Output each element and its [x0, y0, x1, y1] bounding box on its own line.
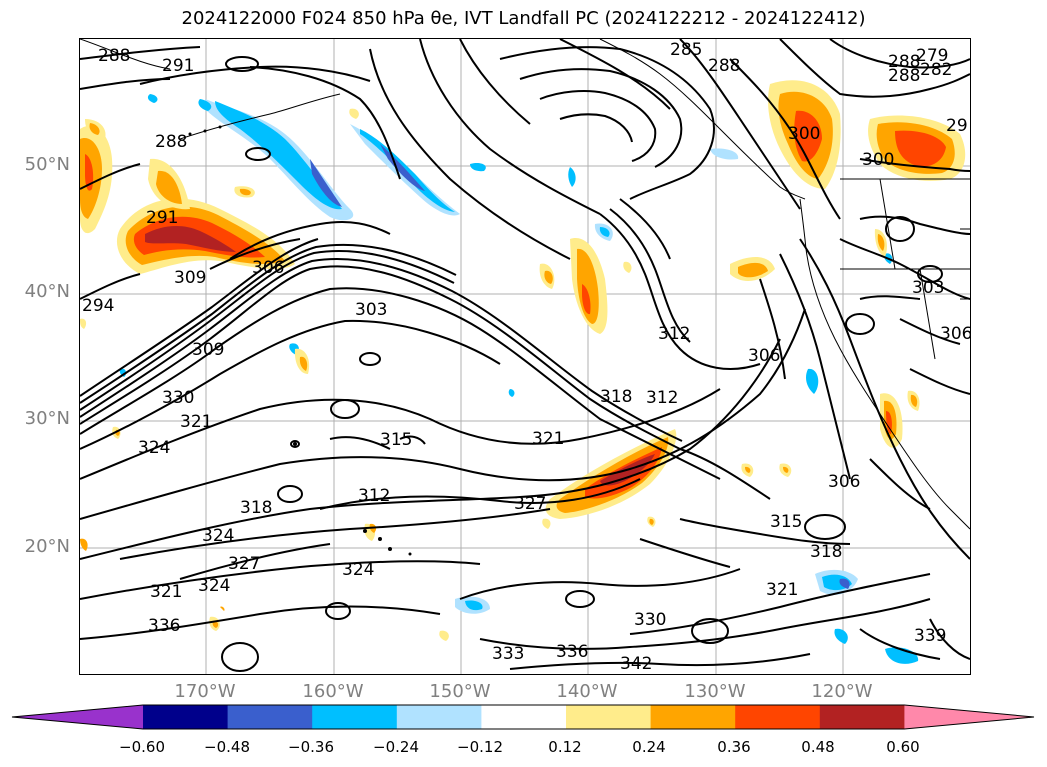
colorbar-tick-label: 0.36 — [717, 738, 751, 756]
contour-label: 330 — [634, 610, 666, 630]
contour-label: 300 — [788, 124, 820, 144]
contour-label: 315 — [380, 430, 412, 450]
contour-label: 300 — [862, 150, 894, 170]
colorbar-tick-label: 0.24 — [632, 738, 666, 756]
colorbar-swatch — [396, 705, 482, 729]
colorbar-swatch — [312, 705, 398, 729]
contour-label: 306 — [940, 324, 970, 344]
contour-label: 327 — [228, 554, 260, 574]
lon-label: 170°W — [174, 681, 236, 702]
colorbar-tick-label: 0.60 — [886, 738, 920, 756]
colorbar-tick-label: −0.12 — [457, 738, 503, 756]
lat-label: 40°N — [24, 281, 70, 302]
contour-label: 312 — [658, 324, 690, 344]
contour-label: 315 — [770, 512, 802, 532]
contour-label: 333 — [492, 644, 524, 664]
colorbar-tick-label: 0.12 — [548, 738, 582, 756]
contour-label: 303 — [912, 278, 944, 298]
colorbar-swatch — [904, 705, 1034, 729]
contour-label: 303 — [355, 300, 387, 320]
map-title: 2024122000 F024 850 hPa θe, IVT Landfall… — [181, 8, 866, 29]
map-canvas: 288 291 288 291 294 309 306 303 309 330 … — [80, 39, 970, 674]
contour-label: 282 — [920, 60, 952, 80]
lat-label: 30°N — [24, 408, 70, 429]
contour-label: 321 — [180, 412, 212, 432]
colorbar-swatch — [143, 705, 229, 729]
contour-label: 324 — [342, 560, 374, 580]
contour-label: 288 — [888, 66, 920, 86]
colorbar-tick-label: −0.60 — [119, 738, 165, 756]
contour-label: 336 — [556, 642, 588, 662]
lon-label: 120°W — [811, 681, 873, 702]
contour-label: 288 — [708, 56, 740, 76]
closed-contours — [221, 56, 943, 672]
negative-shading — [119, 94, 919, 664]
contour-label: 291 — [162, 56, 194, 76]
colorbar — [11, 704, 1035, 730]
contour-label: 336 — [148, 616, 180, 636]
contour-label: 339 — [914, 626, 946, 646]
colorbar-swatch — [227, 705, 313, 729]
colorbar-swatch — [735, 705, 821, 729]
contour-label: 312 — [646, 388, 678, 408]
lon-label: 160°W — [302, 681, 364, 702]
colorbar-swatch — [650, 705, 736, 729]
contour-label: 306 — [252, 258, 284, 278]
contour-label: 327 — [514, 494, 546, 514]
colorbar-tick-label: −0.24 — [373, 738, 419, 756]
contour-label: 288 — [155, 132, 187, 152]
colorbar-tick-label: −0.36 — [288, 738, 334, 756]
contour-label: 294 — [82, 296, 114, 316]
contour-label: 324 — [138, 438, 170, 458]
contour-label: 312 — [358, 486, 390, 506]
lat-label: 20°N — [24, 536, 70, 557]
contour-label: 321 — [150, 582, 182, 602]
contour-label: 309 — [192, 340, 224, 360]
contour-label: 324 — [202, 526, 234, 546]
contour-label: 29 — [946, 116, 968, 136]
contour-label: 318 — [240, 498, 272, 518]
lon-label: 140°W — [556, 681, 618, 702]
colorbar-swatch — [566, 705, 652, 729]
colorbar-tick-label: 0.48 — [801, 738, 835, 756]
contour-label: 318 — [600, 387, 632, 407]
contour-label: 309 — [174, 268, 206, 288]
contour-label: 291 — [146, 208, 178, 228]
contour-label: 321 — [532, 429, 564, 449]
contour-label: 318 — [810, 542, 842, 562]
lon-label: 130°W — [684, 681, 746, 702]
lon-label: 150°W — [429, 681, 491, 702]
contour-label: 306 — [828, 472, 860, 492]
colorbar-swatch — [12, 705, 143, 729]
map-panel: 288 291 288 291 294 309 306 303 309 330 … — [79, 38, 971, 675]
contour-label: 285 — [670, 40, 702, 60]
contour-label: 306 — [748, 346, 780, 366]
contour-label: 288 — [888, 52, 920, 72]
contour-label: 324 — [198, 576, 230, 596]
contour-labels: 288 291 288 291 294 309 306 303 309 330 … — [82, 40, 970, 674]
colorbar-swatch — [819, 705, 905, 729]
contour-label: 342 — [620, 654, 652, 674]
colorbar-tick-label: −0.48 — [204, 738, 250, 756]
colorbar-swatches — [12, 705, 1034, 729]
contour-label: 330 — [162, 388, 194, 408]
contour-label: 288 — [98, 46, 130, 66]
colorbar-swatch — [481, 705, 567, 729]
theta-e-contours — [80, 39, 970, 670]
contour-label: 321 — [766, 580, 798, 600]
contour-label: 279 — [916, 46, 948, 66]
islands — [188, 125, 412, 556]
lat-label: 50°N — [24, 154, 70, 175]
